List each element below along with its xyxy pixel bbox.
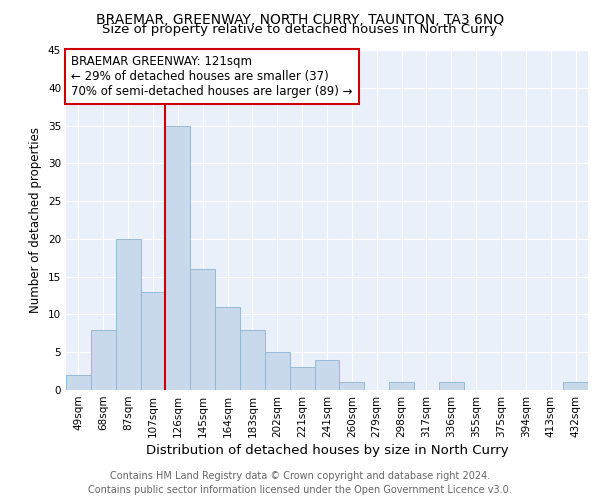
Text: Size of property relative to detached houses in North Curry: Size of property relative to detached ho… — [103, 22, 497, 36]
Bar — [389, 382, 414, 390]
Bar — [439, 382, 464, 390]
Bar — [190, 269, 215, 390]
Bar — [91, 330, 116, 390]
Text: BRAEMAR, GREENWAY, NORTH CURRY, TAUNTON, TA3 6NQ: BRAEMAR, GREENWAY, NORTH CURRY, TAUNTON,… — [96, 12, 504, 26]
Text: BRAEMAR GREENWAY: 121sqm
← 29% of detached houses are smaller (37)
70% of semi-d: BRAEMAR GREENWAY: 121sqm ← 29% of detach… — [71, 55, 353, 98]
Bar — [340, 382, 364, 390]
X-axis label: Distribution of detached houses by size in North Curry: Distribution of detached houses by size … — [146, 444, 508, 457]
Bar — [290, 368, 314, 390]
Bar — [116, 239, 140, 390]
Bar — [265, 352, 290, 390]
Bar — [215, 307, 240, 390]
Text: Contains HM Land Registry data © Crown copyright and database right 2024.
Contai: Contains HM Land Registry data © Crown c… — [88, 471, 512, 495]
Bar — [314, 360, 340, 390]
Bar — [66, 375, 91, 390]
Y-axis label: Number of detached properties: Number of detached properties — [29, 127, 43, 313]
Bar — [140, 292, 166, 390]
Bar — [563, 382, 588, 390]
Bar — [240, 330, 265, 390]
Bar — [166, 126, 190, 390]
